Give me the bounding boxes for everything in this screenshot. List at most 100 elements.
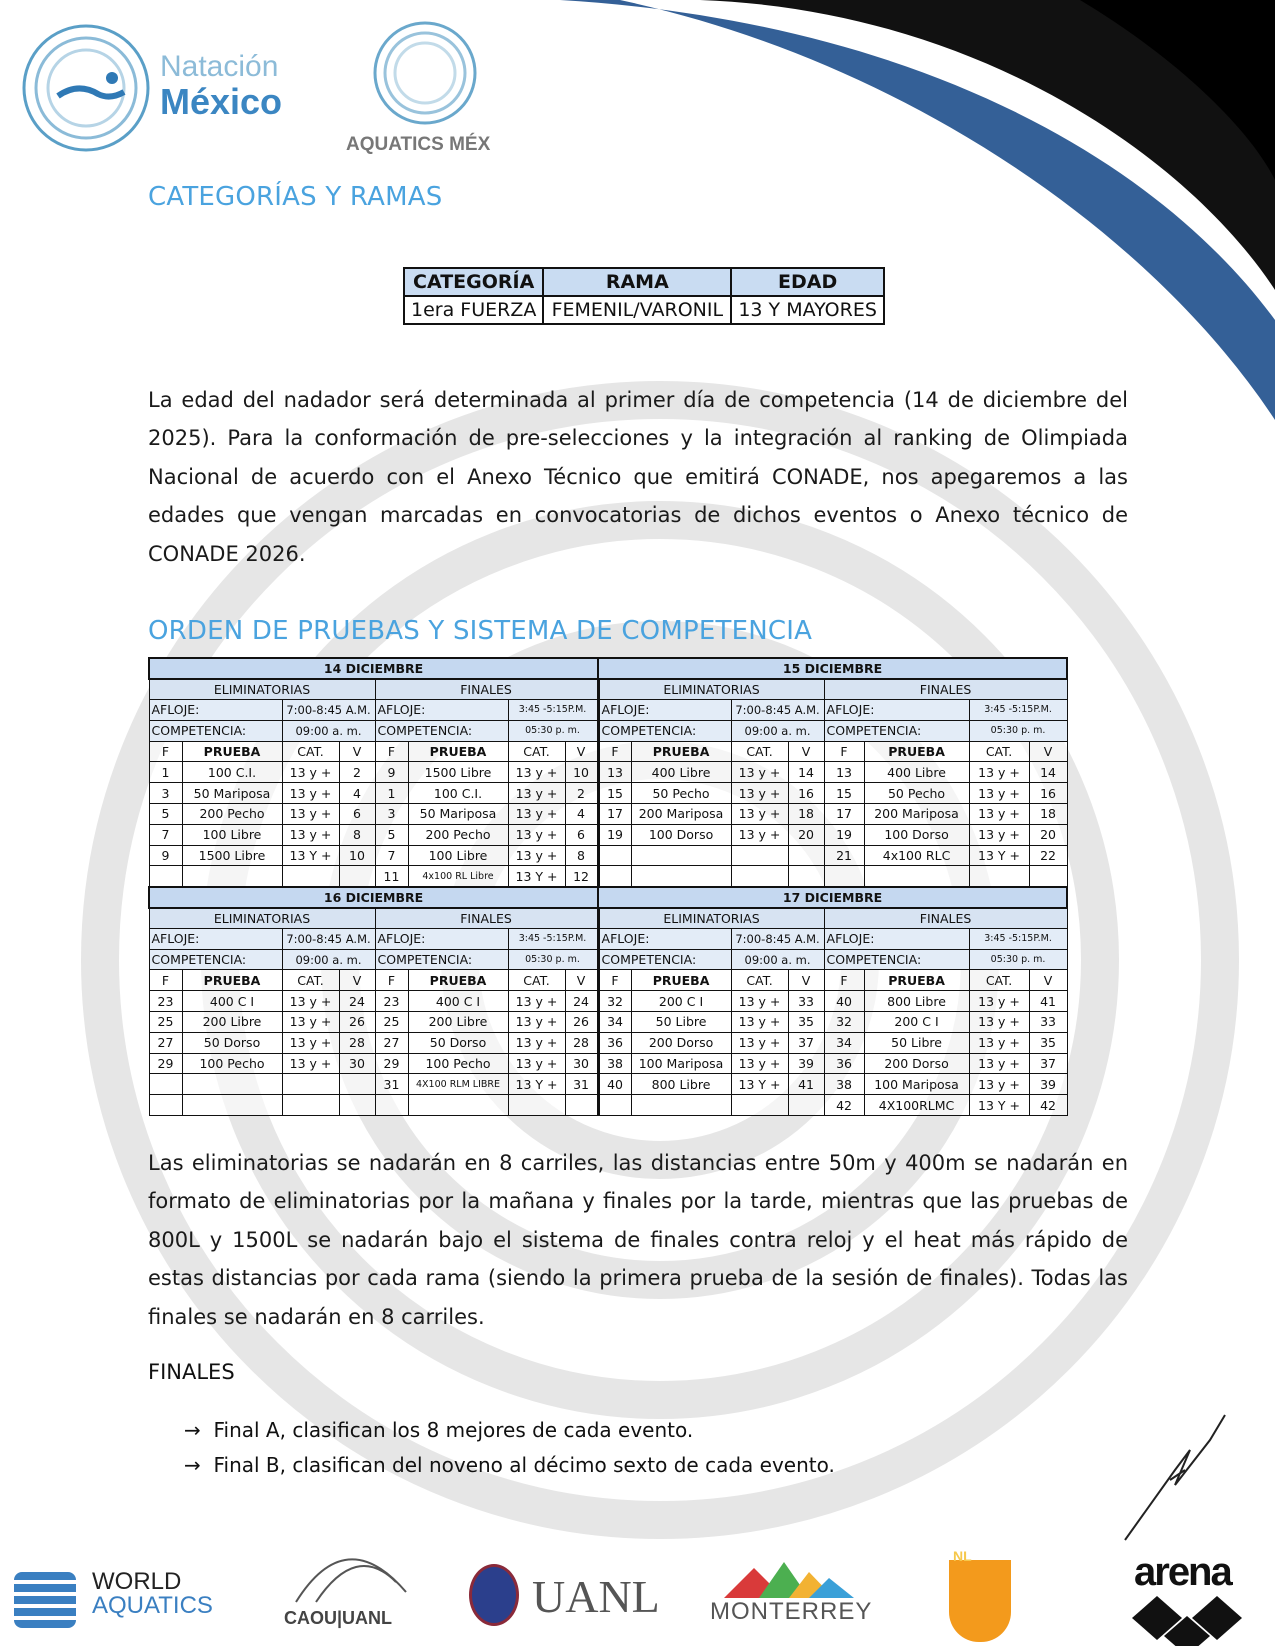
event-name: 50 Pecho (630, 782, 732, 805)
event-name: 100 C.I. (181, 761, 283, 784)
event-number: 9 (374, 761, 409, 784)
event-name: 200 Dorso (863, 1052, 970, 1075)
event-number: 29 (374, 1052, 409, 1075)
event-number: 42 (823, 1094, 865, 1117)
event-name: 1500 Libre (407, 761, 509, 784)
event-number (374, 1094, 409, 1117)
event-category (507, 1094, 566, 1117)
competencia-time: 09:00 a. m. (281, 719, 376, 742)
event-final-number: 31 (564, 1073, 599, 1096)
column-header: F (823, 969, 865, 992)
event-category: 13 y + (730, 1052, 789, 1075)
signature (1124, 1414, 1226, 1541)
day-title-row: 16 DICIEMBRE 17 DICIEMBRE (147, 885, 1069, 909)
competencia-label: COMPETENCIA: (596, 948, 732, 971)
competencia-label: COMPETENCIA: (596, 719, 732, 742)
event-category: 13 y + (507, 1031, 566, 1054)
event-name: 50 Libre (630, 1011, 732, 1033)
competencia-time: 09:00 a. m. (730, 719, 825, 742)
column-header: CAT. (281, 969, 340, 992)
finals-item-b: → Final B, clasifican del noveno al déci… (184, 1453, 835, 1477)
event-final-number: 37 (787, 1031, 825, 1054)
logo-arena: arena (1134, 1550, 1233, 1594)
table-row: 1 100 C.I. 13 y +2 9 1500 Libre 13 y +10 13 400… (148, 761, 1068, 784)
event-category: 13 y + (281, 1052, 340, 1075)
competencia-time: 09:00 a. m. (281, 948, 376, 971)
event-category: 13 Y + (730, 1073, 789, 1096)
table-row: 11 4x100 RL Libre 13 Y +12 (148, 865, 1068, 888)
event-final-number: 35 (787, 1011, 825, 1033)
event-name (630, 865, 732, 888)
session-eliminatorias: ELIMINATORIAS (148, 678, 376, 701)
column-header: F (148, 740, 183, 763)
logo-aquatics: AQUATICS (92, 1592, 213, 1619)
event-final-number: 20 (787, 823, 825, 846)
event-final-number: 10 (338, 844, 376, 867)
competencia-time: 05:30 p. m. (968, 719, 1068, 742)
event-final-number: 39 (1028, 1073, 1068, 1096)
event-final-number: 28 (564, 1031, 599, 1054)
event-category: 13 y + (968, 1073, 1030, 1096)
event-final-number: 18 (1028, 803, 1068, 825)
afloje-label: AFLOJE: (823, 699, 970, 721)
table-row: 25 200 Libre 13 y +26 25 200 Libre 13 y +26 34… (148, 1011, 1068, 1033)
event-final-number: 10 (564, 761, 599, 784)
event-final-number (338, 865, 376, 888)
column-header: F (374, 740, 409, 763)
table-row: 9 1500 Libre 13 Y +10 7 100 Libre 13 y +8 21 4x… (148, 844, 1068, 867)
event-category (730, 865, 789, 888)
event-category (281, 1073, 340, 1096)
event-category: 13 y + (281, 1011, 340, 1033)
event-name: 400 Libre (630, 761, 732, 784)
event-number (596, 1094, 632, 1117)
day-title: 14 DICIEMBRE (147, 657, 600, 680)
event-number (596, 865, 632, 888)
afloje-time: 7:00-8:45 A.M. (281, 927, 376, 950)
event-final-number (787, 1094, 825, 1117)
column-header: V (1028, 740, 1068, 763)
event-name: 200 C I (630, 990, 732, 1013)
event-number: 1 (374, 782, 409, 805)
event-category (730, 1094, 789, 1117)
event-category (281, 865, 340, 888)
event-number: 21 (823, 844, 865, 867)
competencia-label: COMPETENCIA: (374, 948, 509, 971)
section-title-orden: ORDEN DE PRUEBAS Y SISTEMA DE COMPETENCI… (148, 616, 813, 646)
event-final-number: 6 (564, 823, 599, 846)
event-name: 200 Mariposa (863, 803, 970, 825)
event-name: 4x100 RL Libre (407, 865, 509, 888)
table-row: 23 400 C I 13 y +24 23 400 C I 13 y +24 32 200 … (148, 990, 1068, 1013)
event-final-number: 26 (564, 1011, 599, 1033)
event-final-number: 41 (787, 1073, 825, 1096)
event-name: 200 Mariposa (630, 803, 732, 825)
black-swoosh (700, 0, 1275, 290)
event-final-number: 14 (1028, 761, 1068, 784)
event-name: 100 Dorso (863, 823, 970, 846)
column-header: F (148, 969, 183, 992)
event-number: 1 (148, 761, 183, 784)
logo-uanl: UANL (532, 1571, 660, 1622)
event-name: 100 Dorso (630, 823, 732, 846)
event-category: 13 y + (968, 1052, 1030, 1075)
competition-system-paragraph: Las eliminatorias se nadarán en 8 carril… (148, 1151, 1128, 1329)
event-name: 200 C I (863, 1011, 970, 1033)
afloje-time: 7:00-8:45 A.M. (281, 699, 376, 721)
event-name: 200 Pecho (181, 803, 283, 825)
header-categoria: CATEGORÍA (402, 267, 545, 297)
event-name: 200 Dorso (630, 1031, 732, 1054)
finals-item-a: → Final A, clasifican los 8 mejores de c… (184, 1418, 693, 1442)
event-number: 25 (148, 1011, 183, 1033)
column-header: PRUEBA (407, 740, 509, 763)
event-final-number: 33 (1028, 1011, 1068, 1033)
column-header: F (374, 969, 409, 992)
event-number: 23 (148, 990, 183, 1013)
event-category: 13 y + (281, 1031, 340, 1054)
logo-text-mexico: México (160, 81, 283, 122)
event-name: 400 Libre (863, 761, 970, 784)
event-number: 38 (823, 1073, 865, 1096)
event-final-number: 8 (564, 844, 599, 867)
event-final-number: 35 (1028, 1031, 1068, 1054)
afloje-label: AFLOJE: (823, 927, 970, 950)
event-final-number: 14 (787, 761, 825, 784)
event-number: 19 (596, 823, 632, 846)
